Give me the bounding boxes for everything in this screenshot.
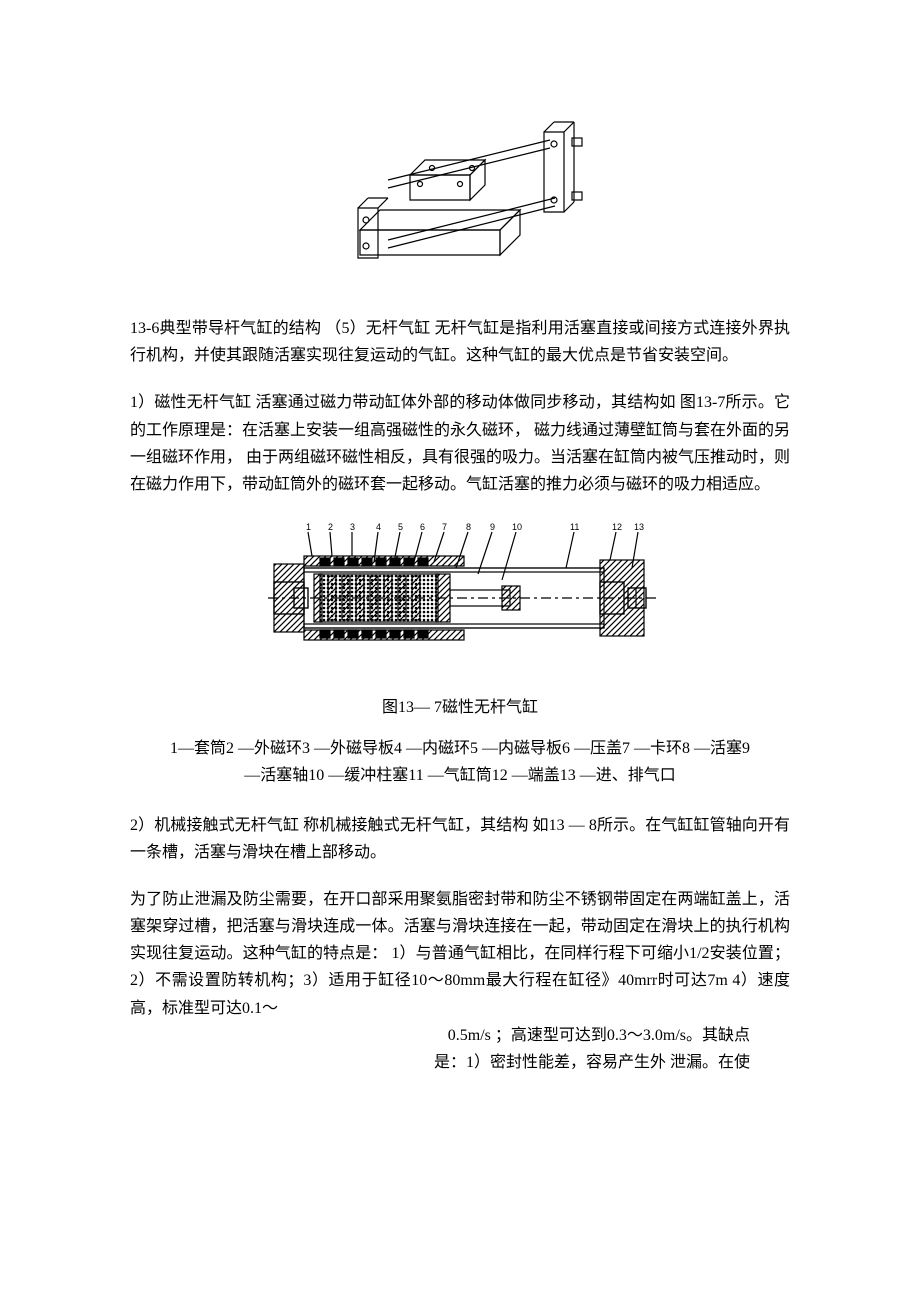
figure-13-7-caption: 图13— 7磁性无杆气缸: [130, 693, 790, 717]
para-mechanical-rodless-2-tail2: 是：1）密封性能差，容易产生外 泄漏。在使: [130, 1049, 790, 1076]
svg-text:6: 6: [420, 522, 425, 532]
svg-text:12: 12: [612, 522, 622, 532]
para-mechanical-rodless-2: 为了防止泄漏及防尘需要，在开口部采用聚氨脂密封带和防尘不锈钢带固定在两端缸盖上，…: [130, 886, 790, 1022]
svg-text:8: 8: [466, 522, 471, 532]
svg-text:3: 3: [350, 522, 355, 532]
svg-text:2: 2: [328, 522, 333, 532]
svg-text:13: 13: [634, 522, 644, 532]
figure-13-7: 1 2 3 4 5 6 7 8 9 10 11 12 13: [130, 518, 790, 663]
svg-text:9: 9: [490, 522, 495, 532]
svg-text:5: 5: [398, 522, 403, 532]
para-mechanical-rodless-1: 2）机械接触式无杆气缸 称机械接触式无杆气缸，其结构 如13 — 8所示。在气缸…: [130, 812, 790, 866]
guided-rod-cylinder-drawing: [320, 80, 600, 280]
para-mechanical-rodless-2-tail1: 0.5m/s ；高速型可达到0.3～3.0m/s。其缺点: [130, 1022, 790, 1049]
para-13-6-intro: 13-6典型带导杆气缸的结构 （5）无杆气缸 无杆气缸是指利用活塞直接或间接方式…: [130, 315, 790, 369]
para-magnetic-rodless: 1）磁性无杆气缸 活塞通过磁力带动缸体外部的移动体做同步移动，其结构如 图13-…: [130, 389, 790, 498]
svg-text:11: 11: [570, 522, 579, 532]
legend-line-2: —活塞轴10 —缓冲柱塞11 —气缸筒12 —端盖13 —进、排气口: [244, 767, 675, 784]
figure-13-7-legend: 1—套筒2 —外磁环3 —外磁导板4 —内磁环5 —内磁导板6 —压盖7 —卡环…: [130, 735, 790, 789]
magnetic-rodless-section-drawing: 1 2 3 4 5 6 7 8 9 10 11 12 13: [250, 518, 670, 658]
legend-line-1: 1—套筒2 —外磁环3 —外磁导板4 —内磁环5 —内磁导板6 —压盖7 —卡环…: [170, 740, 750, 757]
svg-text:10: 10: [512, 522, 522, 532]
document-page: 13-6典型带导杆气缸的结构 （5）无杆气缸 无杆气缸是指利用活塞直接或间接方式…: [0, 0, 920, 1156]
svg-text:1: 1: [306, 522, 311, 532]
figure-13-6: [130, 80, 790, 285]
svg-text:7: 7: [442, 522, 447, 532]
svg-text:4: 4: [376, 522, 381, 532]
callout-numbers: 1 2 3 4 5 6 7 8 9 10 11 12 13: [306, 522, 644, 532]
